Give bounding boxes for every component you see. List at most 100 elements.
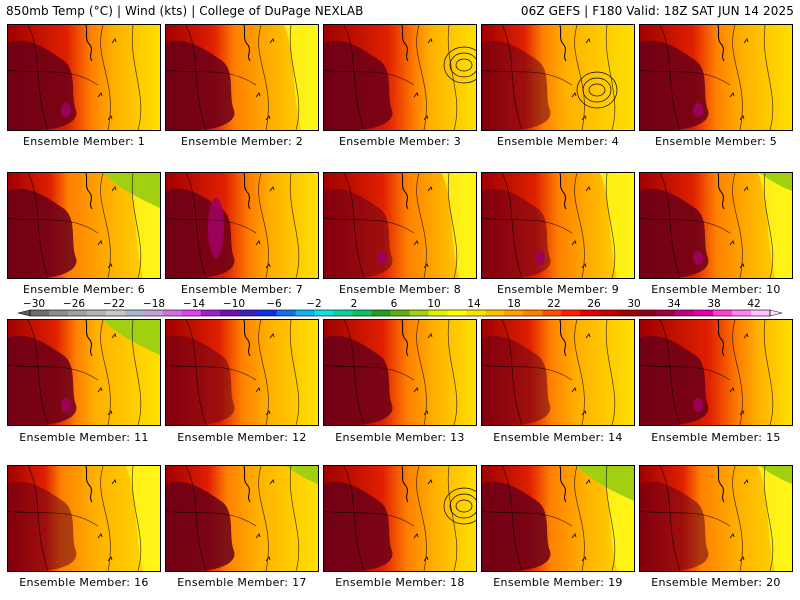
coastline [559, 466, 567, 503]
wind-barb [111, 186, 117, 192]
ensemble-member-map [481, 465, 635, 572]
ensemble-member-map [323, 172, 477, 279]
colorbar-swatch [732, 310, 752, 316]
height-contour [605, 25, 616, 130]
member-label: Ensemble Member: 4 [496, 135, 620, 148]
colorbar-swatch [124, 310, 145, 316]
colorbar-swatch [428, 310, 448, 316]
wind-barb [413, 92, 419, 98]
ensemble-member-map [7, 319, 161, 426]
colorbar-swatch [751, 310, 771, 316]
hot-core-shading [8, 481, 77, 571]
height-contour [763, 466, 774, 571]
height-contour [482, 217, 573, 234]
closed-high-contour [455, 58, 473, 72]
colorbar-swatch [162, 310, 183, 316]
member-label: Ensemble Member: 20 [651, 576, 781, 589]
member-label: Ensemble Member: 16 [19, 576, 149, 589]
colorbar-tick-label: 30 [627, 298, 641, 310]
extreme-heat-shading [61, 103, 71, 117]
colorbar-swatch [675, 310, 695, 316]
height-contour [447, 173, 458, 278]
wind-barb [255, 533, 261, 539]
hot-core-shading [482, 188, 551, 278]
height-contour [258, 173, 269, 278]
ensemble-member-map [165, 465, 319, 572]
wind-barb [265, 556, 271, 562]
member-label: Ensemble Member: 2 [180, 135, 304, 148]
height-contour [166, 217, 257, 234]
colorbar-swatch [485, 310, 505, 316]
wind-barb [255, 92, 261, 98]
wind-barb [269, 186, 275, 192]
hot-core-shading [166, 481, 235, 571]
coastline [85, 25, 93, 62]
member-label: Ensemble Member: 11 [19, 431, 149, 444]
coastline [85, 466, 93, 503]
wind-barb [571, 387, 577, 393]
member-label: Ensemble Member: 9 [496, 283, 620, 296]
colorbar-tick-label: −18 [142, 298, 166, 310]
wind-barb [739, 410, 745, 416]
height-contour [447, 25, 458, 130]
hot-core-shading [482, 40, 551, 130]
height-contour [640, 217, 731, 234]
hot-core-shading [8, 188, 77, 278]
coastline [401, 173, 409, 210]
member-label: Ensemble Member: 3 [338, 135, 462, 148]
height-contour [447, 320, 458, 425]
height-contour [131, 173, 142, 278]
height-contour [289, 173, 300, 278]
wind-barb [743, 333, 749, 339]
wind-barb [729, 533, 735, 539]
member-label: Ensemble Member: 14 [493, 431, 623, 444]
height-contour [447, 466, 458, 571]
coastline [559, 320, 567, 357]
wind-barb [585, 38, 591, 44]
wind-barb [423, 410, 429, 416]
hot-core-shading [166, 40, 235, 130]
height-contour [324, 510, 415, 527]
height-contour [640, 510, 731, 527]
wind-barb [743, 479, 749, 485]
extreme-heat-shading [377, 251, 387, 265]
wind-barb [585, 333, 591, 339]
colorbar-swatch [352, 310, 373, 316]
colorbar-swatch [618, 310, 638, 316]
height-contour [258, 466, 269, 571]
hot-core-shading [166, 335, 235, 425]
height-contour [482, 510, 573, 527]
height-contour [8, 364, 99, 381]
colorbar-swatch [105, 310, 126, 316]
member-label: Ensemble Member: 13 [335, 431, 465, 444]
wind-barb [729, 240, 735, 246]
height-contour [763, 25, 774, 130]
member-label: Ensemble Member: 19 [493, 576, 623, 589]
extreme-heat-shading [208, 198, 224, 258]
hot-core-shading [640, 481, 709, 571]
colorbar-swatch [314, 310, 335, 316]
cool-shading [103, 173, 160, 208]
closed-high-contour [582, 77, 612, 103]
colorbar-swatch [637, 310, 657, 316]
member-label: Ensemble Member: 12 [177, 431, 307, 444]
extreme-heat-shading [535, 251, 545, 265]
ensemble-member-map [7, 24, 161, 131]
height-contour [131, 25, 142, 130]
wind-barb [729, 387, 735, 393]
ensemble-member-map [7, 172, 161, 279]
wind-barb [269, 333, 275, 339]
colorbar-swatch [333, 310, 354, 316]
colorbar-swatch [504, 310, 524, 316]
coastline [559, 173, 567, 210]
height-contour [640, 69, 731, 86]
height-contour [100, 25, 111, 130]
colorbar-swatch [295, 310, 316, 316]
height-contour [289, 25, 300, 130]
height-contour [324, 364, 415, 381]
cool-shading [577, 466, 634, 501]
hot-core-shading [640, 335, 709, 425]
wind-barb [413, 240, 419, 246]
colorbar-swatch [713, 310, 733, 316]
wind-barb [255, 387, 261, 393]
